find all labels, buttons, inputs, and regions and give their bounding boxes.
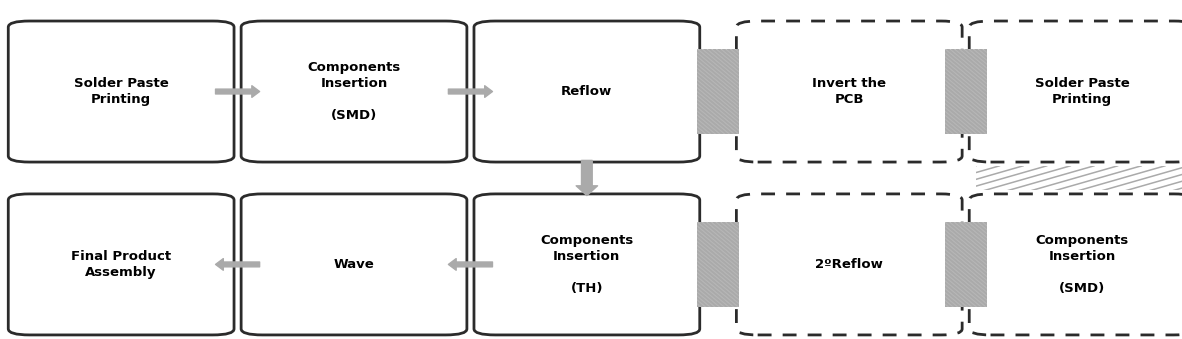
- Text: Final Product
Assembly: Final Product Assembly: [71, 250, 171, 279]
- FancyBboxPatch shape: [969, 194, 1182, 335]
- Bar: [976, 166, 1182, 190]
- Bar: [697, 222, 739, 307]
- Bar: [697, 49, 739, 134]
- Text: Components
Insertion

(SMD): Components Insertion (SMD): [1035, 234, 1129, 295]
- Bar: [944, 49, 987, 134]
- Bar: [697, 49, 739, 134]
- Text: 2ºReflow: 2ºReflow: [816, 258, 883, 271]
- FancyBboxPatch shape: [8, 21, 234, 162]
- Text: Components
Insertion

(SMD): Components Insertion (SMD): [307, 61, 401, 122]
- FancyBboxPatch shape: [474, 194, 700, 335]
- FancyBboxPatch shape: [736, 21, 962, 162]
- Text: Solder Paste
Printing: Solder Paste Printing: [73, 77, 169, 106]
- Bar: [944, 222, 987, 307]
- Bar: [697, 222, 739, 307]
- Bar: [944, 222, 987, 307]
- Bar: [944, 49, 987, 134]
- Bar: [976, 166, 1182, 190]
- Text: Components
Insertion

(TH): Components Insertion (TH): [540, 234, 634, 295]
- FancyBboxPatch shape: [8, 194, 234, 335]
- FancyBboxPatch shape: [241, 194, 467, 335]
- FancyBboxPatch shape: [474, 21, 700, 162]
- FancyBboxPatch shape: [736, 194, 962, 335]
- FancyBboxPatch shape: [241, 21, 467, 162]
- FancyBboxPatch shape: [969, 21, 1182, 162]
- Text: Wave: Wave: [333, 258, 375, 271]
- Text: Solder Paste
Printing: Solder Paste Printing: [1034, 77, 1130, 106]
- Text: Invert the
PCB: Invert the PCB: [812, 77, 886, 106]
- Text: Reflow: Reflow: [561, 85, 612, 98]
